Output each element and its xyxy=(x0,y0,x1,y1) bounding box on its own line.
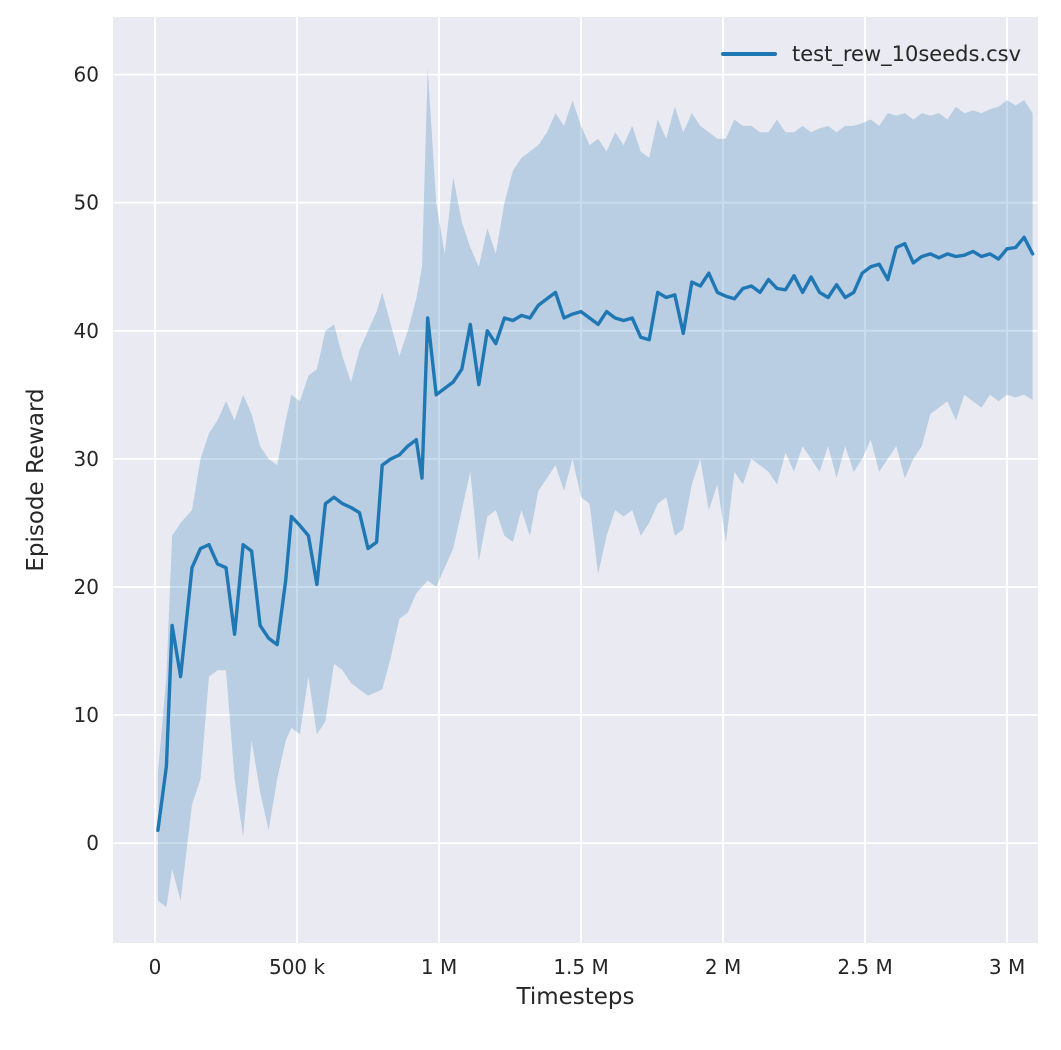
y-tick-label: 30 xyxy=(74,447,99,471)
y-tick-label: 40 xyxy=(74,319,99,343)
x-tick-label: 0 xyxy=(149,955,162,979)
x-axis-label: Timesteps xyxy=(516,984,635,1010)
x-tick-label: 500 k xyxy=(269,955,326,979)
legend: test_rew_10seeds.csv xyxy=(721,42,1021,66)
confidence-band xyxy=(157,68,1033,908)
y-axis-label: Episode Reward xyxy=(23,388,49,572)
legend-line-icon xyxy=(721,52,778,56)
x-tick-label: 2 M xyxy=(705,955,741,979)
grid-lines xyxy=(113,17,1038,943)
x-tick-label: 1.5 M xyxy=(553,955,608,979)
y-tick-label: 20 xyxy=(74,575,99,599)
plot-area xyxy=(113,17,1038,943)
y-tick-label: 0 xyxy=(86,831,99,855)
mean-line xyxy=(156,235,1035,832)
y-tick-label: 10 xyxy=(74,703,99,727)
legend-series-label: test_rew_10seeds.csv xyxy=(792,42,1021,66)
x-tick-label: 1 M xyxy=(421,955,457,979)
y-tick-label: 60 xyxy=(74,63,99,87)
x-tick-label: 2.5 M xyxy=(837,955,892,979)
x-tick-label: 3 M xyxy=(989,955,1025,979)
y-tick-label: 50 xyxy=(74,191,99,215)
